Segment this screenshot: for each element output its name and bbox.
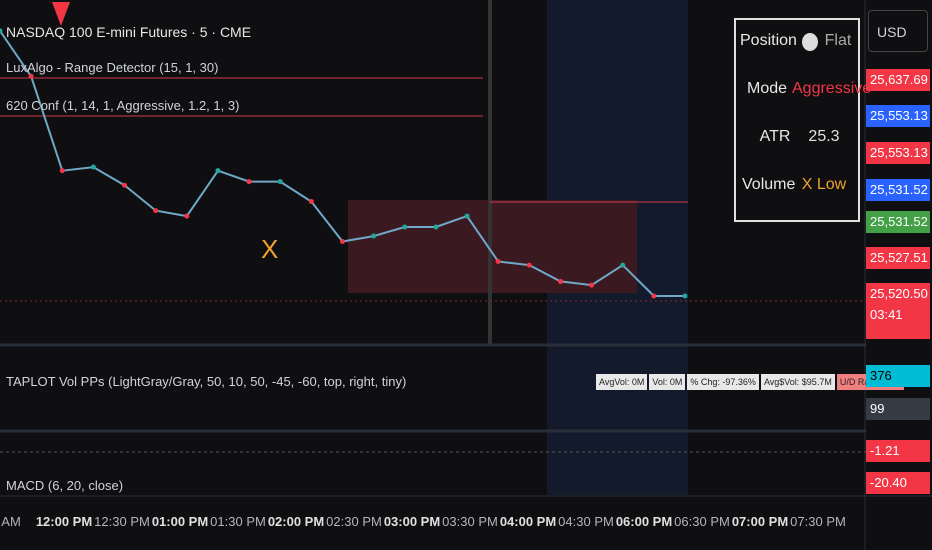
time-label: 01:00 PM	[151, 514, 209, 529]
time-label: 04:00 PM	[499, 514, 557, 529]
close-point	[153, 208, 159, 214]
close-point	[620, 262, 626, 268]
close-point	[464, 213, 470, 219]
currency-button[interactable]: USD	[868, 10, 928, 52]
time-label: 0 AM	[0, 514, 21, 529]
price-label: 25,553.13	[866, 105, 930, 127]
close-point	[90, 164, 96, 170]
close-point	[246, 179, 252, 185]
row-label: Mode	[746, 80, 788, 97]
close-point	[340, 239, 345, 244]
time-label: 04:30 PM	[558, 514, 614, 529]
close-point	[122, 182, 128, 188]
close-point	[308, 199, 314, 205]
close-point	[277, 179, 283, 185]
range-box	[348, 200, 637, 293]
pane-title: TAPLOT Vol PPs (LightGray/Gray, 50, 10, …	[6, 374, 407, 389]
close-point	[495, 258, 501, 264]
close-point	[682, 293, 688, 299]
time-label: 07:30 PM	[790, 514, 846, 529]
time-label: 12:30 PM	[94, 514, 150, 529]
close-point	[433, 224, 439, 230]
price-label: 25,553.13	[866, 142, 930, 164]
time-label: 02:30 PM	[326, 514, 382, 529]
close-point	[526, 262, 532, 268]
close-point	[371, 233, 377, 239]
stat-badge: Vol: 0M	[649, 374, 686, 390]
close-point	[59, 168, 65, 174]
close-point	[651, 293, 657, 299]
price-label: 25,531.52	[866, 211, 930, 233]
time-label: 07:00 PM	[731, 514, 789, 529]
close-point	[589, 282, 595, 288]
scale-label: 99	[866, 398, 930, 420]
row-label: ATR	[759, 128, 791, 145]
stat-badge: % Chg: -97.36%	[687, 374, 759, 390]
row-label: Volume	[742, 176, 796, 193]
time-label: 02:00 PM	[267, 514, 325, 529]
time-label: 06:30 PM	[674, 514, 730, 529]
status-table: Position Flat Mode Aggressive ATR 25.3 Volume X…	[734, 18, 872, 222]
time-label: 01:30 PM	[210, 514, 266, 529]
scale-label: -1.21	[866, 440, 930, 462]
row-value: Flat	[824, 32, 852, 49]
stat-badge: Avg$Vol: $95.7M	[760, 374, 835, 390]
row-value: X Low	[801, 176, 847, 193]
countdown: 03:41	[866, 305, 930, 339]
close-point	[28, 73, 34, 79]
indicator-label: LuxAlgo - Range Detector (15, 1, 30)	[6, 60, 219, 75]
pane-title: MACD (6, 20, close)	[6, 478, 124, 493]
marker: X	[261, 234, 279, 264]
price-label: 25,520.50	[866, 283, 930, 305]
close-point	[557, 278, 563, 284]
price-label: 25,531.52	[866, 179, 930, 201]
down-arrow	[52, 2, 70, 26]
time-label: 12:00 PM	[35, 514, 93, 529]
row-value: Aggressive	[792, 80, 872, 97]
indicator-label: 620 Conf (1, 14, 1, Aggressive, 1.2, 1, …	[6, 98, 240, 113]
row-value: 25.3	[808, 128, 840, 145]
time-label: 03:30 PM	[442, 514, 498, 529]
price-label: 25,637.69	[866, 69, 930, 91]
close-point	[215, 168, 221, 174]
time-label: 03:00 PM	[383, 514, 441, 529]
scale-label: -20.40	[866, 472, 930, 494]
price-label: 25,527.51	[866, 247, 930, 269]
symbol-title: NASDAQ 100 E-mini Futures · 5 · CME	[6, 24, 252, 40]
close-point	[0, 28, 3, 34]
row-label: Position	[740, 32, 797, 49]
time-label: 06:00 PM	[615, 514, 673, 529]
badge-row: AvgVol: 0M Vol: 0M% Chg: -97.36% Avg$Vol: …	[596, 372, 906, 390]
stat-badge: AvgVol: 0M	[596, 374, 648, 390]
scale-label: 376	[866, 365, 930, 387]
status-dot	[802, 33, 818, 51]
close-point	[402, 224, 408, 230]
close-point	[184, 213, 190, 219]
